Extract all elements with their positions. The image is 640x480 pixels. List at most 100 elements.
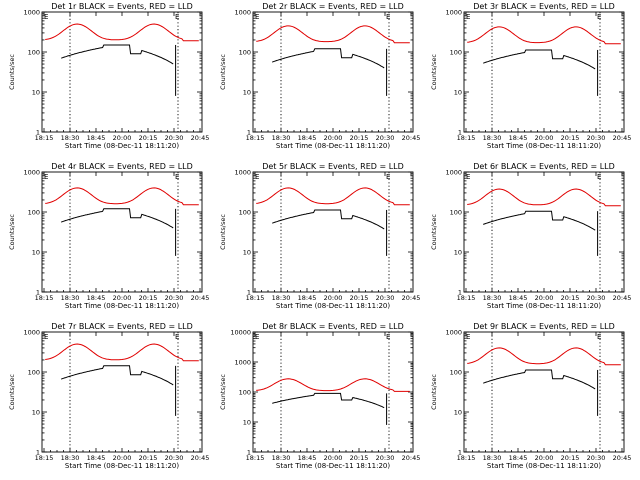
- x-axis-label: Start Time (08-Dec-11 18:11:20): [276, 302, 390, 310]
- x-axis-label: Start Time (08-Dec-11 18:11:20): [65, 462, 179, 470]
- panel-1: Det 1r BLACK = Events, RED = LLD 1 10 100 10…: [8, 2, 209, 150]
- y-tick-label: 100: [450, 369, 462, 377]
- y-tick-label: 10: [32, 249, 40, 257]
- panel-title: Det 8r BLACK = Events, RED = LLD: [262, 322, 404, 331]
- y-axis-label: Counts/sec: [430, 54, 438, 90]
- x-tick-label: 20:30: [376, 294, 395, 302]
- lld-series-line: [467, 188, 621, 207]
- event-marker: E: [386, 333, 390, 341]
- y-axis-label: Counts/sec: [219, 214, 227, 250]
- x-tick-label: 20:00: [535, 454, 554, 462]
- x-tick-label: 18:45: [298, 294, 317, 302]
- events-series-line: [272, 392, 385, 409]
- event-marker: E: [386, 13, 390, 21]
- x-tick-label: 20:45: [613, 454, 632, 462]
- y-tick-label: 1: [247, 289, 251, 297]
- event-marker: E: [255, 13, 259, 21]
- y-axis-label: Counts/sec: [219, 54, 227, 90]
- x-tick-label: 18:30: [272, 454, 291, 462]
- y-tick-label: 10: [454, 89, 462, 97]
- panel-6: Det 6r BLACK = Events, RED = LLD 1 10 100 10…: [430, 162, 631, 310]
- x-tick-label: 20:00: [324, 134, 343, 142]
- y-tick-label: 100: [28, 209, 40, 217]
- x-tick-label: 20:15: [561, 294, 580, 302]
- events-series-line: [61, 365, 174, 386]
- event-marker: E: [597, 173, 601, 181]
- x-tick-label: 20:00: [324, 294, 343, 302]
- y-tick-label: 100: [239, 49, 251, 57]
- events-series-line: [272, 209, 385, 230]
- x-tick-label: 20:15: [139, 134, 158, 142]
- lld-series-line: [45, 23, 199, 42]
- y-tick-label: 10: [32, 409, 40, 417]
- event-marker: E: [44, 333, 48, 341]
- x-tick-label: 20:45: [402, 454, 421, 462]
- x-tick-label: 20:45: [191, 134, 210, 142]
- x-tick-label: 18:15: [457, 134, 476, 142]
- y-tick-label: 1: [36, 129, 40, 137]
- x-tick-label: 20:00: [535, 294, 554, 302]
- y-axis-label: Counts/sec: [430, 214, 438, 250]
- x-tick-label: 18:30: [61, 134, 80, 142]
- x-tick-label: 20:15: [139, 454, 158, 462]
- y-tick-label: 1000: [234, 169, 251, 177]
- x-tick-label: 20:15: [139, 294, 158, 302]
- event-marker: E: [175, 333, 179, 341]
- x-axis-label: Start Time (08-Dec-11 18:11:20): [487, 302, 601, 310]
- x-tick-label: 18:45: [87, 454, 106, 462]
- x-tick-label: 20:30: [165, 294, 184, 302]
- panel-9: Det 9r BLACK = Events, RED = LLD 1 10 100 10…: [430, 322, 631, 470]
- x-tick-label: 18:15: [246, 134, 265, 142]
- x-tick-label: 20:45: [613, 294, 632, 302]
- x-tick-label: 20:15: [350, 454, 369, 462]
- panel-title: Det 9r BLACK = Events, RED = LLD: [473, 322, 615, 331]
- x-tick-label: 18:45: [509, 134, 528, 142]
- event-marker: E: [175, 13, 179, 21]
- x-tick-label: 20:30: [376, 454, 395, 462]
- panel-title: Det 5r BLACK = Events, RED = LLD: [262, 162, 404, 171]
- x-tick-label: 20:30: [165, 454, 184, 462]
- x-tick-label: 18:15: [35, 294, 54, 302]
- y-tick-label: 1000: [23, 169, 40, 177]
- panel-title: Det 6r BLACK = Events, RED = LLD: [473, 162, 615, 171]
- x-tick-label: 20:45: [402, 134, 421, 142]
- y-tick-label: 1: [36, 449, 40, 457]
- panel-7: Det 7r BLACK = Events, RED = LLD 1 10 100 10…: [8, 322, 209, 470]
- x-tick-label: 18:45: [298, 454, 317, 462]
- x-axis-label: Start Time (08-Dec-11 18:11:20): [276, 142, 390, 150]
- lld-series-line: [256, 187, 410, 206]
- event-marker: E: [386, 173, 390, 181]
- y-tick-label: 100: [239, 389, 251, 397]
- y-tick-label: 1000: [23, 329, 40, 337]
- x-tick-label: 18:30: [272, 294, 291, 302]
- x-axis-label: Start Time (08-Dec-11 18:11:20): [487, 462, 601, 470]
- y-tick-label: 1: [458, 449, 462, 457]
- y-tick-label: 10: [243, 419, 251, 427]
- events-series-line: [61, 44, 174, 65]
- event-marker: E: [255, 333, 259, 341]
- panel-4: Det 4r BLACK = Events, RED = LLD 1 10 100 10…: [8, 162, 209, 310]
- x-tick-label: 20:45: [191, 454, 210, 462]
- y-tick-label: 10: [454, 409, 462, 417]
- x-tick-label: 20:45: [613, 134, 632, 142]
- x-tick-label: 18:30: [483, 294, 502, 302]
- panel-title: Det 3r BLACK = Events, RED = LLD: [473, 2, 615, 11]
- x-tick-label: 18:45: [509, 294, 528, 302]
- y-tick-label: 1000: [445, 329, 462, 337]
- x-tick-label: 18:45: [298, 134, 317, 142]
- x-tick-label: 18:45: [509, 454, 528, 462]
- x-tick-label: 20:30: [587, 134, 606, 142]
- panel-3: Det 3r BLACK = Events, RED = LLD 1 10 100 10…: [430, 2, 631, 150]
- x-tick-label: 18:45: [87, 134, 106, 142]
- event-marker: E: [466, 13, 470, 21]
- x-tick-label: 20:00: [535, 134, 554, 142]
- x-tick-label: 20:15: [561, 454, 580, 462]
- y-tick-label: 100: [450, 49, 462, 57]
- x-tick-label: 18:15: [35, 454, 54, 462]
- x-tick-label: 20:15: [350, 134, 369, 142]
- x-tick-label: 18:30: [483, 454, 502, 462]
- lld-series-line: [467, 26, 621, 45]
- panel-title: Det 7r BLACK = Events, RED = LLD: [51, 322, 193, 331]
- x-axis-label: Start Time (08-Dec-11 18:11:20): [65, 302, 179, 310]
